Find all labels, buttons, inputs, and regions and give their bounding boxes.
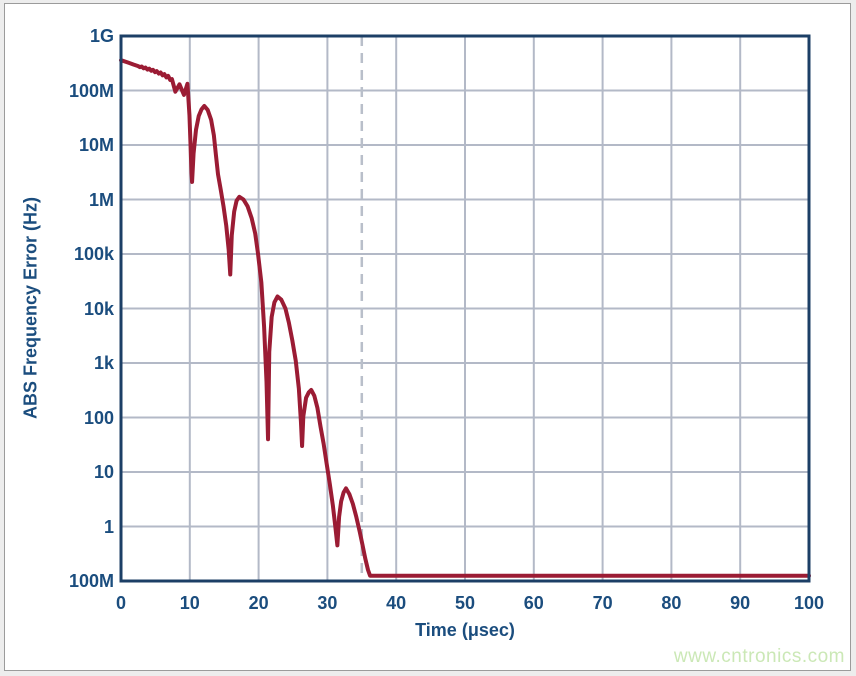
y-tick-label: 1	[103, 516, 114, 537]
y-tick-label: 100M	[68, 571, 114, 591]
y-axis-title: ABS Frequency Error (Hz)	[20, 196, 41, 420]
series-line	[119, 58, 811, 578]
x-tick-label: 10	[179, 593, 200, 613]
y-tick-label: 100	[83, 407, 114, 428]
x-axis-title: Time (μsec)	[415, 620, 515, 640]
content-panel	[4, 3, 851, 671]
y-tick-label: 10M	[78, 135, 114, 155]
y-tick-label: 100k	[73, 244, 114, 264]
x-tick-label: 40	[386, 593, 407, 613]
y-tick-label: 1G	[89, 26, 114, 46]
x-tick-label: 20	[248, 593, 269, 613]
y-tick-label: 10	[93, 462, 114, 482]
x-tick-label: 70	[592, 593, 613, 613]
y-tick-label: 1M	[88, 189, 114, 210]
x-tick-label: 80	[661, 593, 682, 613]
x-tick-label: 0	[115, 593, 126, 613]
y-tick-label: 100M	[68, 80, 114, 101]
x-tick-label: 50	[454, 593, 476, 613]
y-tick-label: 1k	[93, 353, 114, 373]
x-tick-label: 90	[730, 593, 751, 613]
y-tick-label: 10k	[83, 298, 114, 319]
x-tick-label: 60	[523, 593, 544, 613]
x-tick-label: 30	[317, 593, 338, 613]
plot-border	[119, 34, 811, 583]
x-tick-label: 100	[793, 593, 825, 613]
watermark-text: www.cntronics.com	[673, 646, 845, 667]
